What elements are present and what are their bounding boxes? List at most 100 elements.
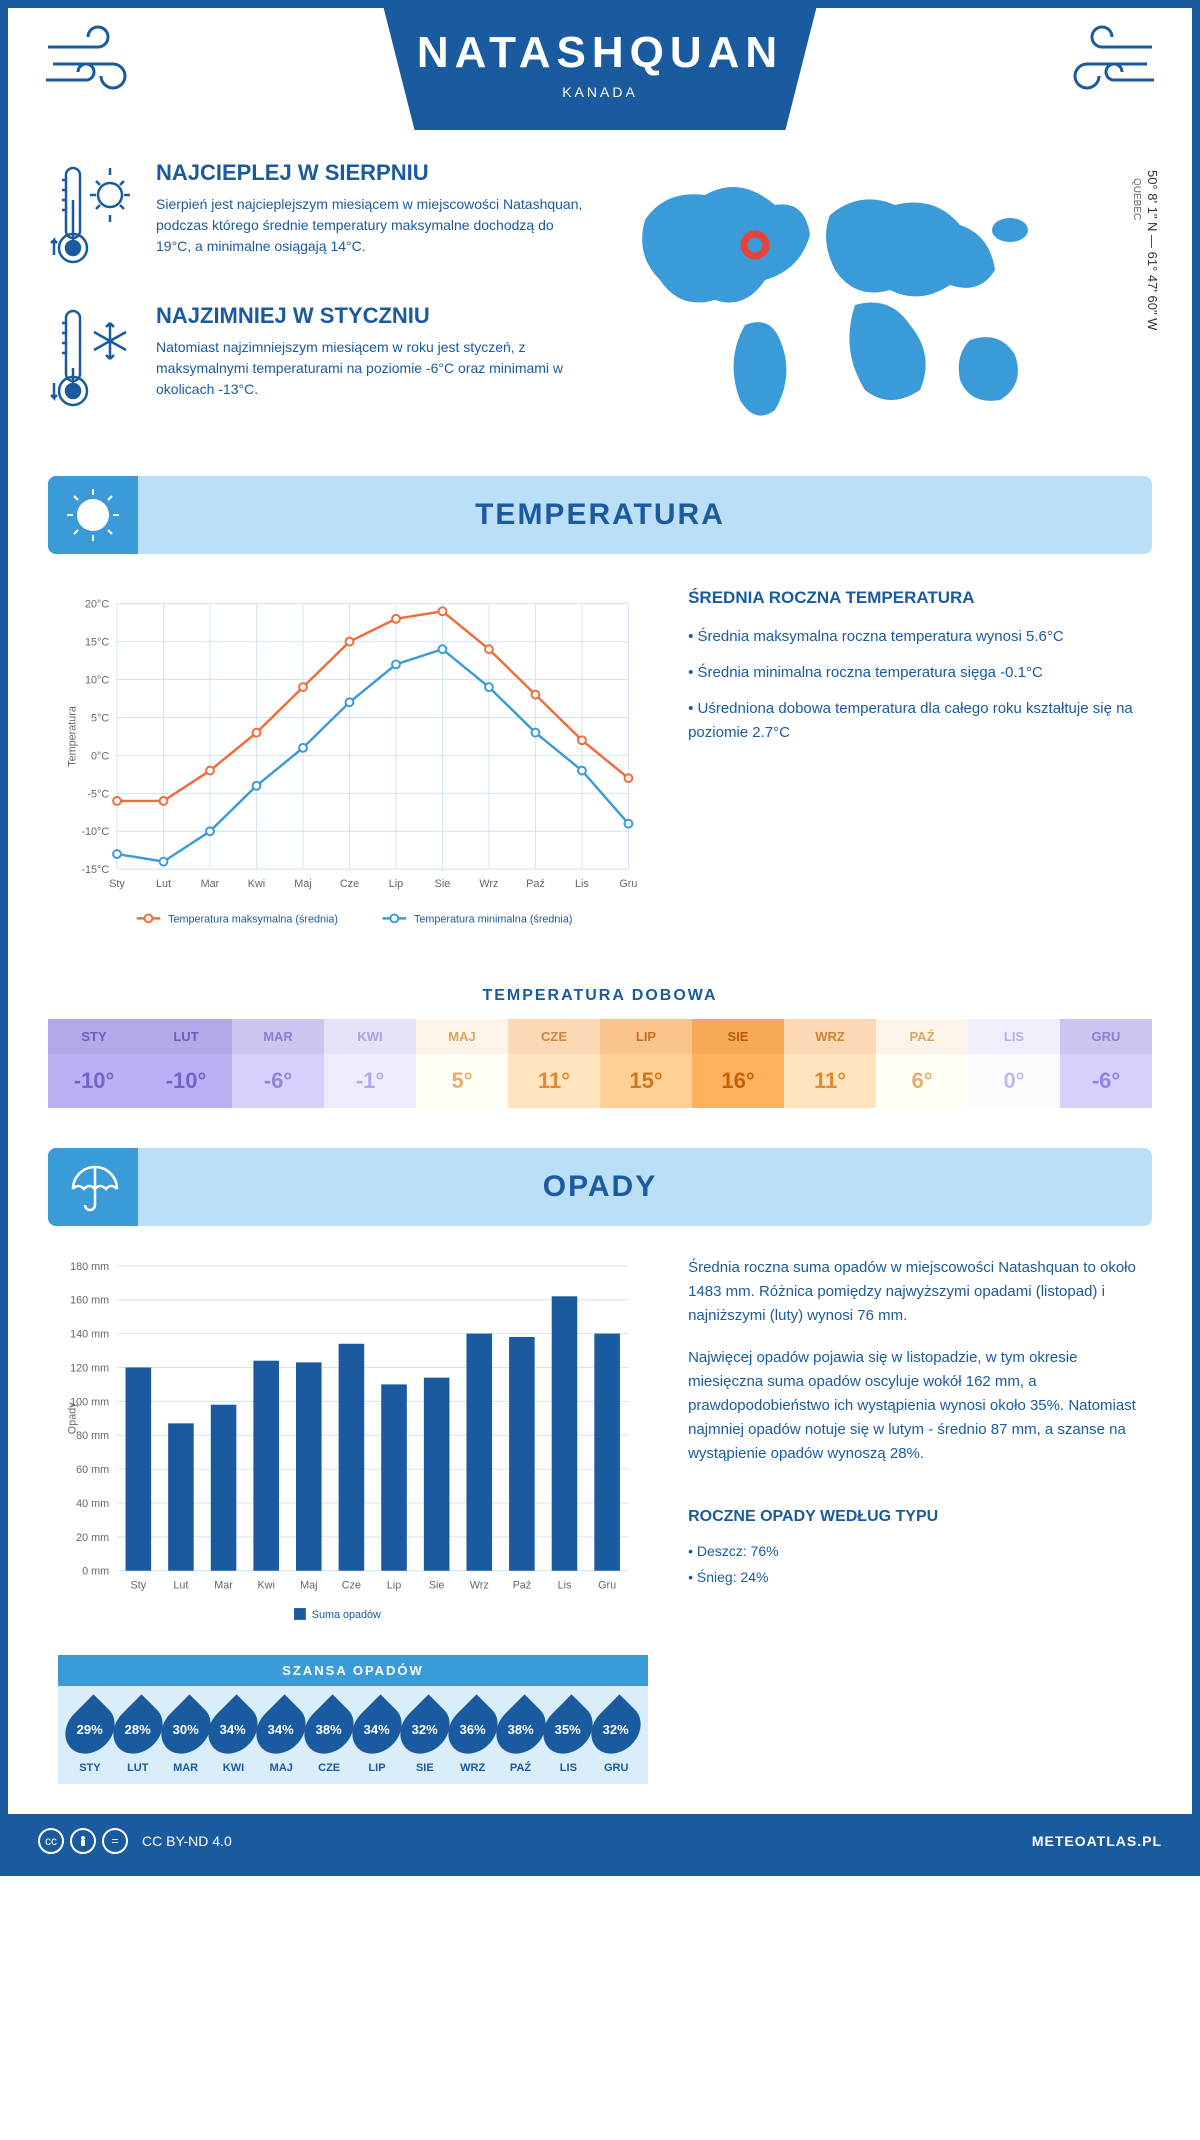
- daily-temp-title: TEMPERATURA DOBOWA: [8, 987, 1192, 1005]
- svg-text:Mar: Mar: [214, 1579, 233, 1591]
- temp-table-cell: MAJ5°: [416, 1019, 508, 1108]
- svg-text:120 mm: 120 mm: [70, 1362, 109, 1374]
- svg-text:Gru: Gru: [598, 1579, 616, 1591]
- svg-text:0 mm: 0 mm: [82, 1566, 109, 1578]
- page-subtitle: KANADA: [291, 84, 909, 100]
- temp-table-cell: SIE16°: [692, 1019, 784, 1108]
- wind-deco-left: [38, 22, 148, 116]
- page-title: NATASHQUAN: [291, 28, 909, 78]
- svg-text:-10°C: -10°C: [81, 826, 109, 838]
- temp-section-title: TEMPERATURA: [475, 498, 725, 531]
- svg-text:60 mm: 60 mm: [76, 1464, 109, 1476]
- world-map: [615, 160, 1075, 420]
- temp-annual-item: Uśredniona dobowa temperatura dla całego…: [688, 697, 1142, 745]
- temp-table-cell: PAŹ6°: [876, 1019, 968, 1108]
- precip-text-1: Średnia roczna suma opadów w miejscowośc…: [688, 1256, 1142, 1328]
- by-icon: [70, 1828, 96, 1854]
- svg-text:Temperatura: Temperatura: [67, 706, 79, 767]
- svg-text:160 mm: 160 mm: [70, 1295, 109, 1307]
- svg-text:Paź: Paź: [526, 878, 545, 890]
- rain-chance-cell: 34%MAJ: [257, 1702, 305, 1774]
- temperature-line-chart: -15°C -10°C -5°C 0°C 5°C 10°C 15°C 20°C Sty Lut Ma…: [58, 584, 648, 938]
- svg-text:0°C: 0°C: [91, 750, 109, 762]
- precip-type-title: ROCZNE OPADY WEDŁUG TYPU: [688, 1504, 1142, 1530]
- temp-table-cell: CZE11°: [508, 1019, 600, 1108]
- precip-type-snow: • Śnieg: 24%: [688, 1566, 1142, 1588]
- fact-warmest: NAJCIEPLEJ W SIERPNIU Sierpień jest najc…: [48, 160, 585, 275]
- temp-table-cell: LIP15°: [600, 1019, 692, 1108]
- temp-table-cell: LUT-10°: [140, 1019, 232, 1108]
- svg-text:20 mm: 20 mm: [76, 1532, 109, 1544]
- temp-annual-item: Średnia minimalna roczna temperatura się…: [688, 661, 1142, 685]
- svg-text:80 mm: 80 mm: [76, 1430, 109, 1442]
- svg-text:15°C: 15°C: [85, 637, 109, 649]
- svg-text:Sty: Sty: [109, 878, 125, 890]
- svg-text:Wrz: Wrz: [479, 878, 498, 890]
- svg-text:-15°C: -15°C: [81, 864, 109, 876]
- rain-chance-cell: 36%WRZ: [449, 1702, 497, 1774]
- daily-temp-table: STY-10°LUT-10°MAR-6°KWI-1°MAJ5°CZE11°LIP…: [48, 1019, 1152, 1108]
- temp-table-cell: GRU-6°: [1060, 1019, 1152, 1108]
- svg-text:Kwi: Kwi: [248, 878, 265, 890]
- svg-text:180 mm: 180 mm: [70, 1261, 109, 1273]
- svg-text:Cze: Cze: [342, 1579, 361, 1591]
- svg-text:Lip: Lip: [387, 1579, 401, 1591]
- fact-cold-text: Natomiast najzimniejszym miesiącem w rok…: [156, 337, 585, 400]
- svg-text:Opady: Opady: [67, 1402, 79, 1434]
- svg-text:Lut: Lut: [173, 1579, 188, 1591]
- svg-text:Lis: Lis: [575, 878, 589, 890]
- temp-table-cell: STY-10°: [48, 1019, 140, 1108]
- svg-text:Sty: Sty: [131, 1579, 147, 1591]
- svg-text:5°C: 5°C: [91, 712, 109, 724]
- svg-text:Wrz: Wrz: [470, 1579, 489, 1591]
- temp-table-cell: LIS0°: [968, 1019, 1060, 1108]
- fact-warm-text: Sierpień jest najcieplejszym miesiącem w…: [156, 194, 585, 257]
- thermometer-snow-icon: [48, 303, 138, 418]
- rain-chance-cell: 38%PAŹ: [497, 1702, 545, 1774]
- svg-text:Paź: Paź: [513, 1579, 532, 1591]
- nd-icon: =: [102, 1828, 128, 1854]
- precip-type-rain: • Deszcz: 76%: [688, 1540, 1142, 1562]
- temp-table-cell: MAR-6°: [232, 1019, 324, 1108]
- fact-cold-title: NAJZIMNIEJ W STYCZNIU: [156, 303, 585, 329]
- rain-chance-cell: 38%CZE: [305, 1702, 353, 1774]
- precip-section-banner: OPADY: [48, 1148, 1152, 1226]
- temp-table-cell: KWI-1°: [324, 1019, 416, 1108]
- svg-text:Kwi: Kwi: [257, 1579, 274, 1591]
- rain-chance-cell: 28%LUT: [114, 1702, 162, 1774]
- license-text: CC BY-ND 4.0: [142, 1833, 232, 1849]
- rain-chance-cell: 34%KWI: [210, 1702, 258, 1774]
- rain-chance-row: 29%STY28%LUT30%MAR34%KWI34%MAJ38%CZE34%L…: [58, 1686, 648, 1784]
- svg-text:Lut: Lut: [156, 878, 171, 890]
- wind-deco-right: [1052, 22, 1162, 116]
- svg-text:Mar: Mar: [201, 878, 220, 890]
- thermometer-sun-icon: [48, 160, 138, 275]
- precip-text-2: Najwięcej opadów pojawia się w listopadz…: [688, 1346, 1142, 1466]
- svg-text:10°C: 10°C: [85, 674, 109, 686]
- svg-text:Gru: Gru: [619, 878, 637, 890]
- rain-chance-title: SZANSA OPADÓW: [58, 1655, 648, 1686]
- svg-text:Lip: Lip: [389, 878, 403, 890]
- svg-text:Cze: Cze: [340, 878, 359, 890]
- temp-annual-list: Średnia maksymalna roczna temperatura wy…: [688, 625, 1142, 745]
- header-banner: NATASHQUAN KANADA: [291, 8, 909, 130]
- svg-text:Temperatura minimalna (średnia: Temperatura minimalna (średnia): [414, 913, 572, 925]
- fact-coldest: NAJZIMNIEJ W STYCZNIU Natomiast najzimni…: [48, 303, 585, 418]
- svg-text:140 mm: 140 mm: [70, 1329, 109, 1341]
- sun-icon: [48, 476, 138, 554]
- rain-chance-cell: 32%SIE: [401, 1702, 449, 1774]
- rain-chance-cell: 35%LIS: [544, 1702, 592, 1774]
- svg-text:Sie: Sie: [429, 1579, 445, 1591]
- svg-text:Maj: Maj: [294, 878, 311, 890]
- svg-text:Lis: Lis: [558, 1579, 572, 1591]
- svg-text:20°C: 20°C: [85, 599, 109, 611]
- svg-text:40 mm: 40 mm: [76, 1498, 109, 1510]
- region-label: QUEBEC: [1131, 178, 1142, 220]
- fact-warm-title: NAJCIEPLEJ W SIERPNIU: [156, 160, 585, 186]
- svg-text:-5°C: -5°C: [87, 788, 109, 800]
- temp-section-banner: TEMPERATURA: [48, 476, 1152, 554]
- svg-text:Temperatura maksymalna (średni: Temperatura maksymalna (średnia): [168, 913, 338, 925]
- svg-text:Sie: Sie: [435, 878, 451, 890]
- precipitation-bar-chart: 0 mm20 mm40 mm60 mm80 mm100 mm120 mm140 …: [58, 1256, 648, 1630]
- rain-chance-cell: 34%LIP: [353, 1702, 401, 1774]
